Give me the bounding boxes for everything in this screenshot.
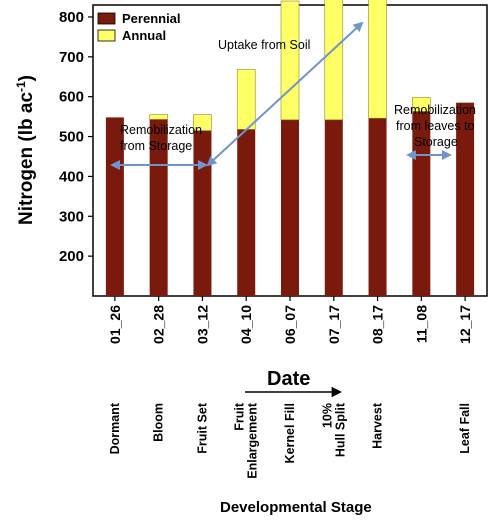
stage-label: Kernel Fill bbox=[283, 403, 297, 463]
bar-annual-06_07 bbox=[280, 0, 300, 121]
y-tick-label: 300 bbox=[59, 208, 84, 225]
stage-label: Hull Split bbox=[333, 402, 347, 457]
annotations: Uptake from Soil Remobilization from Sto… bbox=[110, 21, 476, 170]
stage-label: Fruit Set bbox=[195, 402, 209, 454]
bar-perennial-06_07 bbox=[281, 119, 299, 296]
stage-label: Bloom bbox=[152, 403, 166, 442]
developmental-stage-title: Developmental Stage bbox=[220, 499, 372, 516]
bar-annual-08_17 bbox=[368, 0, 387, 119]
annotation-remob-leaves-line3: Storage bbox=[414, 135, 458, 149]
y-tick-label: 600 bbox=[59, 89, 84, 106]
stage-label: Leaf Fall bbox=[458, 403, 472, 454]
bar-perennial-08_17 bbox=[368, 118, 387, 296]
annotation-remob-storage-line1: Remobilization bbox=[120, 123, 202, 137]
y-tick-label: 700 bbox=[59, 49, 84, 66]
bar-annual-07_17 bbox=[324, 0, 344, 121]
y-axis: 200 300 400 500 600 700 800 bbox=[59, 9, 93, 265]
legend-swatch-perennial bbox=[97, 12, 116, 25]
y-tick-label: 200 bbox=[59, 248, 84, 265]
arrow-uptake-soil bbox=[206, 21, 364, 167]
bar-annual-02_28 bbox=[149, 114, 168, 120]
annotation-uptake-soil: Uptake from Soil bbox=[218, 38, 310, 52]
stage-label: Enlargement bbox=[246, 402, 260, 479]
legend-swatch-annual bbox=[97, 29, 116, 42]
x-axis: 01_26 02_28 03_12 04_10 06_07 07_17 08_17 11_08… bbox=[107, 296, 473, 344]
bar-annual-04_10 bbox=[236, 69, 256, 130]
bar-perennial-12_17 bbox=[456, 102, 475, 296]
x-tick-label-01_26: 01_26 bbox=[107, 305, 123, 344]
x-tick-label-02_28: 02_28 bbox=[151, 305, 167, 344]
stage-label: Dormant bbox=[108, 402, 122, 454]
bar-perennial-03_12 bbox=[193, 130, 212, 296]
x-axis-title: Date bbox=[267, 368, 310, 390]
x-tick-label-07_17: 07_17 bbox=[326, 305, 342, 344]
legend-label-perennial: Perennial bbox=[122, 11, 181, 26]
bar-perennial-07_17 bbox=[324, 119, 343, 296]
bar-annual-11_08 bbox=[412, 97, 431, 112]
x-tick-label-04_10: 04_10 bbox=[238, 305, 254, 344]
stage-labels: Dormant Bloom Fruit Set Fruit Enlargement Ker… bbox=[108, 402, 472, 479]
x-tick-label-06_07: 06_07 bbox=[282, 305, 298, 344]
annotation-remob-storage-line2: from Storage bbox=[120, 139, 192, 153]
legend: Perennial Annual bbox=[97, 11, 181, 43]
y-tick-label: 800 bbox=[59, 9, 84, 26]
stage-label: 10% bbox=[320, 403, 334, 428]
y-tick-label: 500 bbox=[59, 129, 84, 146]
annotation-remob-leaves-line1: Remobilization bbox=[394, 103, 476, 117]
stage-label: Fruit bbox=[233, 402, 247, 431]
bar-perennial-04_10 bbox=[237, 129, 256, 296]
y-tick-label: 400 bbox=[59, 168, 84, 185]
annotation-remob-leaves-line2: from leaves to bbox=[396, 119, 475, 133]
x-tick-label-11_08: 11_08 bbox=[413, 305, 429, 343]
stage-label: Harvest bbox=[371, 402, 385, 449]
x-tick-label-12_17: 12_17 bbox=[457, 305, 473, 344]
y-axis-title: Nitrogen (lb ac-1) bbox=[14, 75, 37, 225]
x-tick-label-08_17: 08_17 bbox=[370, 305, 386, 344]
legend-label-annual: Annual bbox=[122, 28, 166, 43]
x-tick-label-03_12: 03_12 bbox=[194, 305, 210, 344]
